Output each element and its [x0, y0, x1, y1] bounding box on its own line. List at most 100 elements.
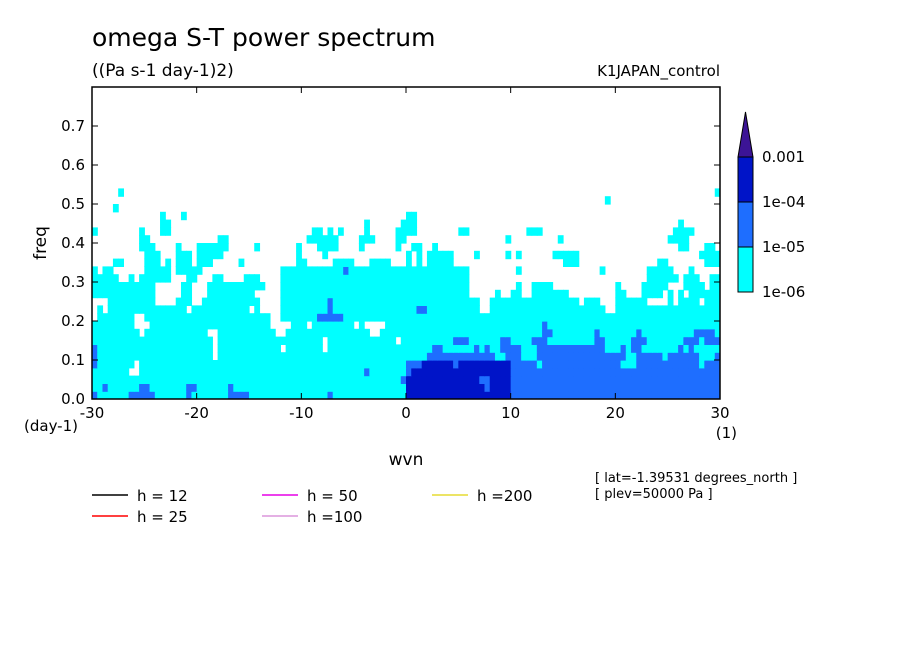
- heatmap-cell: [604, 336, 611, 345]
- heatmap-cell: [92, 328, 98, 338]
- x-tick-label: -20: [184, 404, 209, 422]
- heatmap-cell: [322, 360, 329, 369]
- heatmap-cell: [594, 383, 601, 392]
- heatmap-cell: [337, 375, 344, 384]
- heatmap-cell: [442, 250, 449, 260]
- heatmap-cell: [144, 367, 151, 377]
- heatmap-cell: [426, 289, 433, 299]
- heatmap-cell: [463, 383, 470, 392]
- heatmap-cell: [657, 305, 664, 314]
- heatmap-cell: [327, 391, 334, 399]
- heatmap-cell: [149, 266, 156, 275]
- heatmap-cell: [573, 250, 580, 260]
- heatmap-cell: [369, 305, 376, 314]
- heatmap-cell: [526, 383, 533, 392]
- heatmap-cell: [604, 375, 611, 384]
- heatmap-cell: [233, 328, 240, 338]
- heatmap-cell: [374, 360, 381, 369]
- heatmap-cell: [353, 360, 360, 369]
- heatmap-cell: [510, 313, 517, 322]
- heatmap-cell: [207, 375, 213, 384]
- heatmap-cell: [573, 352, 580, 361]
- heatmap-cell: [400, 375, 407, 384]
- heatmap-cell: [563, 375, 569, 384]
- heatmap-cell: [154, 336, 161, 345]
- heatmap-cell: [542, 328, 548, 338]
- heatmap-cell: [296, 375, 302, 384]
- heatmap-cell: [678, 321, 684, 330]
- heatmap-cell: [301, 360, 308, 369]
- heatmap-cell: [128, 375, 135, 384]
- heatmap-cell: [348, 282, 355, 291]
- heatmap-cell: [589, 360, 595, 369]
- heatmap-cell: [589, 297, 595, 306]
- heatmap-cell: [228, 305, 234, 314]
- heatmap-cell: [170, 375, 177, 384]
- heatmap-cell: [515, 321, 522, 330]
- heatmap-cell: [442, 297, 449, 306]
- heatmap-cell: [615, 383, 622, 392]
- heatmap-cell: [678, 235, 684, 244]
- dispersion-curve-h50: [406, 0, 720, 47]
- heatmap-cell: [390, 360, 397, 369]
- heatmap-cell: [222, 336, 229, 345]
- heatmap-cell: [693, 313, 700, 322]
- heatmap-cell: [165, 266, 172, 275]
- heatmap-cell: [254, 383, 261, 392]
- heatmap-cell: [144, 243, 151, 252]
- heatmap-cell: [149, 305, 156, 314]
- heatmap-cell: [144, 235, 151, 244]
- heatmap-cell: [474, 367, 480, 377]
- heatmap-cell: [149, 336, 156, 345]
- heatmap-cell: [406, 383, 412, 392]
- heatmap-cell: [583, 297, 590, 306]
- heatmap-cell: [348, 305, 355, 314]
- heatmap-cell: [678, 367, 684, 377]
- heatmap-cell: [568, 336, 575, 345]
- heatmap-cell: [180, 313, 187, 322]
- heatmap-cell: [458, 313, 465, 322]
- heatmap-cell: [636, 328, 643, 338]
- heatmap-cell: [709, 360, 716, 369]
- heatmap-cell: [207, 289, 213, 299]
- heatmap-cell: [348, 344, 355, 353]
- heatmap-cell: [107, 367, 114, 377]
- heatmap-cell: [568, 305, 575, 314]
- heatmap-cell: [583, 367, 590, 377]
- heatmap-cell: [651, 336, 658, 345]
- heatmap-cell: [678, 297, 684, 306]
- heatmap-cell: [337, 305, 344, 314]
- heatmap-cell: [463, 227, 470, 236]
- heatmap-cell: [620, 375, 627, 384]
- heatmap-cell: [573, 367, 580, 377]
- heatmap-cell: [468, 375, 475, 384]
- heatmap-cell: [672, 375, 679, 384]
- heatmap-cell: [353, 367, 360, 377]
- heatmap-cell: [379, 258, 386, 267]
- heatmap-cell: [400, 266, 407, 275]
- heatmap-cell: [704, 336, 711, 345]
- heatmap-cell: [92, 391, 98, 399]
- heatmap-cell: [646, 289, 653, 299]
- heatmap-cell: [599, 336, 606, 345]
- heatmap-cell: [437, 367, 444, 377]
- heatmap-cell: [631, 375, 637, 384]
- heatmap-cell: [259, 313, 266, 322]
- heatmap-cell: [505, 297, 512, 306]
- heatmap-cell: [337, 367, 344, 377]
- heatmap-cell: [217, 313, 224, 322]
- heatmap-cell: [437, 297, 444, 306]
- heatmap-cell: [426, 328, 433, 338]
- heatmap-cell: [222, 313, 229, 322]
- heatmap-cell: [432, 328, 438, 338]
- heatmap-cell: [358, 266, 365, 275]
- heatmap-cell: [494, 344, 501, 353]
- heatmap-cell: [139, 375, 145, 384]
- heatmap-cell: [552, 352, 559, 361]
- heatmap-cell: [563, 250, 569, 260]
- heatmap-cell: [269, 352, 276, 361]
- heatmap-cell: [536, 367, 543, 377]
- heatmap-cell: [243, 313, 250, 322]
- heatmap-cell: [489, 336, 496, 345]
- heatmap-cell: [468, 321, 475, 330]
